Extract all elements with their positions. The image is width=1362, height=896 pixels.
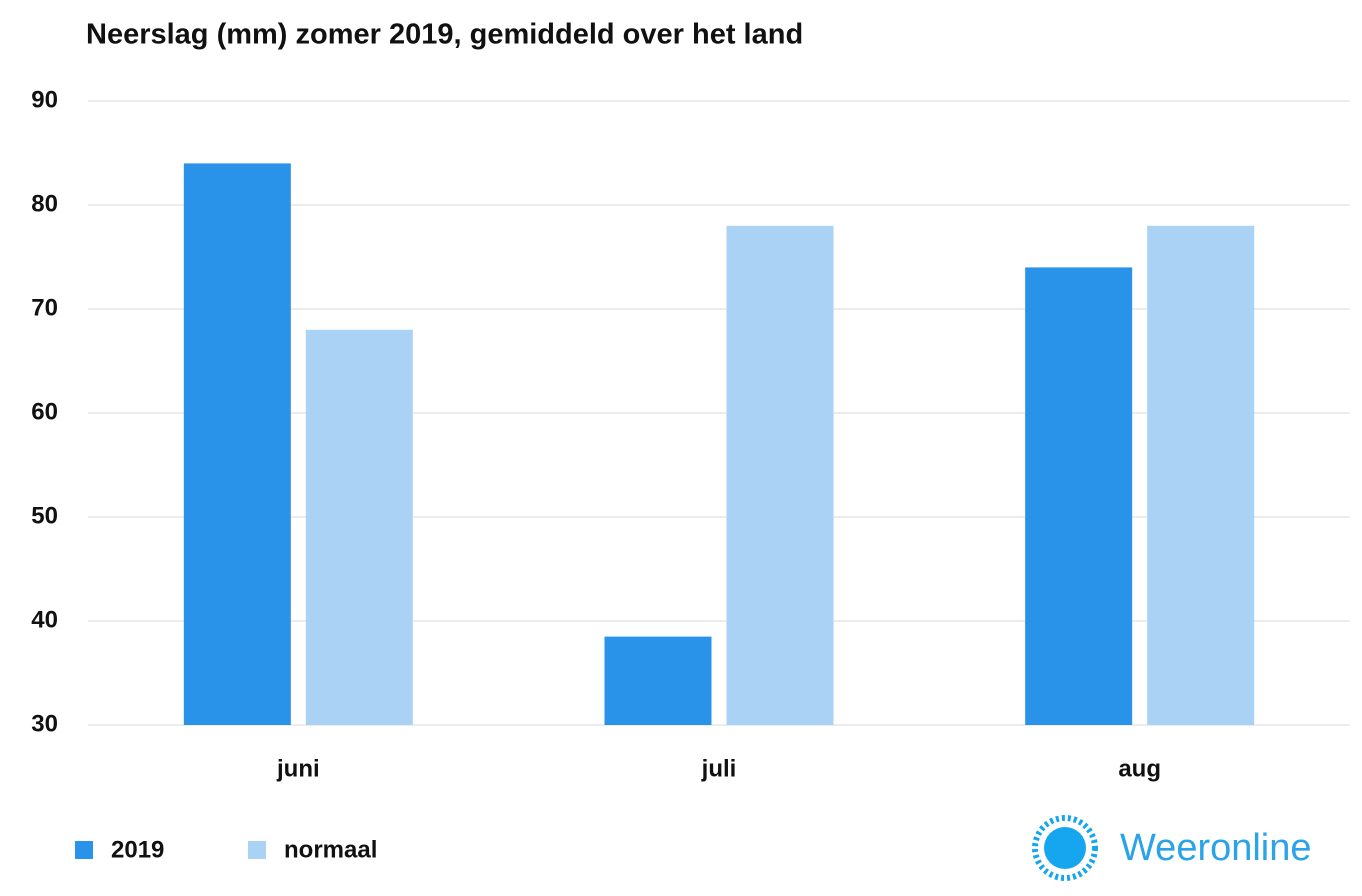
bar [305, 329, 413, 725]
chart-title: Neerslag (mm) zomer 2019, gemiddeld over… [86, 19, 803, 51]
legend-swatch [248, 841, 266, 859]
logo-text: Weeronline [1120, 827, 1312, 869]
bar [183, 163, 291, 725]
logo-rays [1032, 815, 1098, 881]
y-tick-label: 80 [31, 190, 58, 217]
bar [726, 225, 834, 726]
x-tick-label: aug [1118, 755, 1161, 782]
logo-sun [1044, 827, 1086, 869]
legend-label: normaal [284, 836, 377, 863]
x-tick-label: juni [276, 755, 320, 782]
bar [1025, 267, 1133, 725]
y-tick-label: 40 [31, 606, 58, 633]
y-tick-label: 90 [31, 86, 58, 113]
x-tick-label: juli [701, 755, 737, 782]
y-tick-label: 70 [31, 294, 58, 321]
legend-label: 2019 [111, 836, 164, 863]
bar [1147, 225, 1255, 726]
y-tick-label: 60 [31, 398, 58, 425]
legend-swatch [75, 841, 93, 859]
y-tick-label: 30 [31, 710, 58, 737]
bar [604, 636, 712, 725]
logo: Weeronline [1032, 815, 1312, 881]
y-tick-label: 50 [31, 502, 58, 529]
